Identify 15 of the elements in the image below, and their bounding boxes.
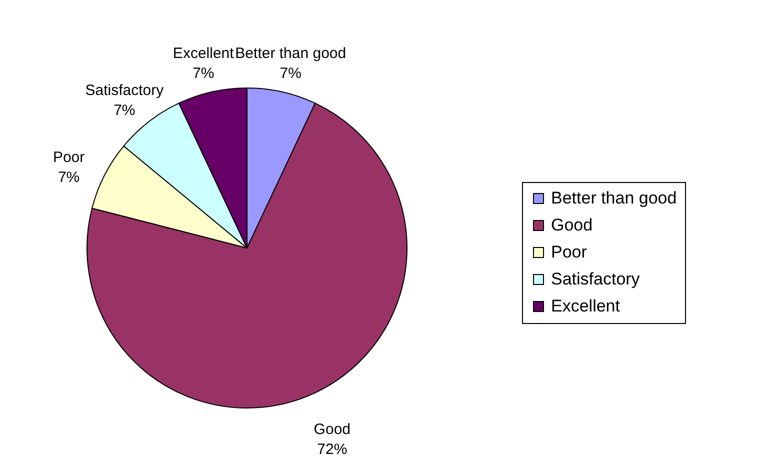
data-label: 7% [192, 64, 214, 82]
data-label: 72% [317, 440, 348, 458]
legend-label: Good [551, 216, 593, 234]
data-label: 7% [280, 64, 302, 82]
slice-label: Better than good [235, 44, 346, 62]
slice-label: Good [314, 420, 351, 438]
legend-label: Better than good [551, 188, 677, 208]
data-label: 7% [58, 169, 80, 186]
legend-label: Excellent [551, 296, 620, 316]
legend-label: Satisfactory [551, 270, 640, 288]
slice-label: Excellent [172, 44, 235, 62]
legend-label: Poor [551, 242, 588, 262]
slice-label: Poor [52, 149, 85, 166]
slice-label: Satisfactory [85, 82, 164, 99]
data-label: 7% [114, 102, 136, 119]
